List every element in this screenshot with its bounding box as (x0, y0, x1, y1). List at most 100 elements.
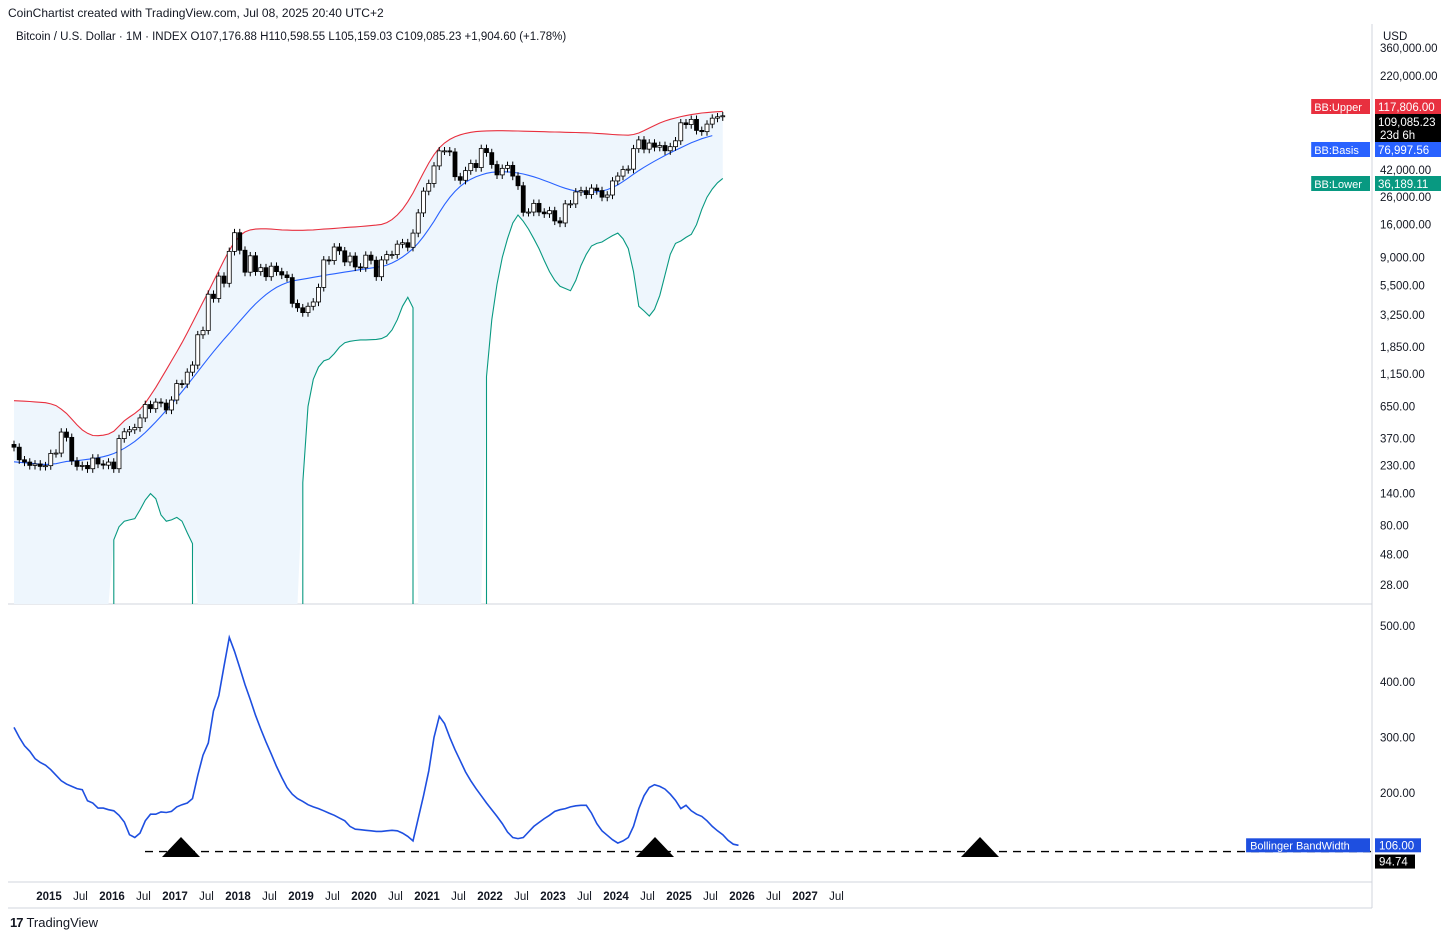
candle-up (463, 170, 468, 181)
indicator-name-badge (1311, 176, 1370, 191)
candle-down (279, 271, 285, 276)
candle-down (74, 460, 80, 467)
candle-up (578, 190, 584, 193)
candle-up (53, 452, 59, 455)
indicator-name-label: BB:Basis (1314, 145, 1359, 157)
candle-up (32, 463, 38, 466)
tradingview-logo[interactable]: 17 TradingView (10, 915, 98, 930)
price-axis-tick: 650.00 (1380, 401, 1415, 413)
candle-down (295, 302, 300, 309)
candle-down (457, 176, 463, 181)
candle-up (547, 210, 552, 215)
candle-down (452, 151, 458, 178)
candle-down (284, 274, 290, 278)
candle-up (58, 431, 64, 454)
price-axis-tick: 42,000.00 (1380, 165, 1431, 177)
candle-down (253, 255, 258, 273)
time-axis-tick: Jul (199, 891, 214, 903)
candle-down (557, 220, 563, 224)
candle-up (247, 255, 253, 273)
bar-countdown-label: 23d 6h (1380, 130, 1415, 142)
tradingview-logo-text: TradingView (26, 915, 99, 930)
candle-up (232, 232, 237, 252)
candle-up (604, 194, 610, 198)
candle-up (709, 117, 715, 125)
candle-down (652, 142, 657, 148)
price-value-badge (1375, 142, 1441, 157)
candle-up (363, 254, 369, 269)
time-axis-tick: Jul (514, 891, 529, 903)
time-axis-tick: 2026 (729, 891, 755, 903)
bandwidth-axis-tick: 500.00 (1380, 621, 1415, 633)
bottom-marker-triangle (961, 837, 999, 857)
time-axis-tick: 2017 (162, 891, 188, 903)
price-value-label: 117,806.00 (1378, 102, 1435, 114)
candle-up (127, 429, 132, 433)
candle-down (64, 431, 69, 438)
candle-down (368, 254, 374, 261)
candle-up (106, 461, 111, 466)
price-value-badge (1375, 114, 1441, 142)
indicator-name-badge (1311, 99, 1370, 114)
candle-down (163, 402, 169, 411)
time-axis-tick: Jul (766, 891, 781, 903)
candle-down (494, 164, 500, 176)
candle-up (704, 123, 710, 133)
candle-up (216, 275, 222, 299)
bandwidth-line (13, 634, 739, 847)
threshold-value-badge (1375, 854, 1415, 869)
candle-up (415, 212, 421, 234)
bandwidth-value-label: 106.00 (1379, 840, 1414, 852)
time-axis-tick: Jul (388, 891, 403, 903)
candle-up (116, 438, 122, 470)
candle-down (274, 265, 279, 273)
candle-down (599, 190, 605, 198)
candle-down (447, 150, 453, 153)
time-axis-tick: Jul (136, 891, 151, 903)
candle-down (342, 250, 348, 263)
candle-down (263, 267, 269, 278)
candle-up (90, 457, 96, 470)
candle-up (226, 250, 232, 284)
candle-up (169, 399, 174, 411)
candle-up (568, 203, 573, 206)
candles (11, 111, 726, 473)
price-axis-tick: 1,150.00 (1380, 369, 1425, 381)
candle-up (205, 293, 211, 331)
bandwidth-axis-tick: 300.00 (1380, 732, 1415, 744)
threshold-value-label: 94.74 (1379, 857, 1408, 869)
candle-up (720, 115, 726, 118)
time-axis-tick: 2024 (603, 891, 629, 903)
candle-up (310, 301, 316, 307)
bb-basis-line (13, 135, 713, 465)
candle-down (211, 293, 216, 299)
candle-down (16, 446, 22, 461)
candle-up (715, 116, 720, 119)
time-axis-tick: 2023 (540, 891, 566, 903)
candle-down (662, 145, 668, 152)
candle-down (11, 444, 17, 448)
bandwidth-value-badge (1375, 838, 1421, 853)
price-axis-tick: 3,250.00 (1380, 310, 1425, 322)
price-value-label: 76,997.56 (1378, 145, 1429, 157)
candle-down (536, 202, 542, 213)
candle-up (673, 140, 678, 148)
candle-up (657, 145, 663, 148)
time-axis-tick: 2015 (36, 891, 62, 903)
candle-up (499, 167, 505, 176)
candle-down (541, 211, 547, 215)
candle-down (111, 461, 117, 470)
time-axis-tick: Jul (451, 891, 466, 903)
candle-up (625, 168, 631, 171)
candle-up (478, 148, 484, 168)
candle-up (347, 255, 353, 263)
candle-up (153, 401, 159, 410)
candle-up (631, 148, 636, 170)
candle-up (268, 265, 274, 278)
candle-up (190, 364, 195, 373)
candle-up (678, 122, 684, 142)
indicator-name-badge (1311, 142, 1370, 157)
candle-up (531, 202, 537, 213)
price-value-badge (1375, 176, 1441, 191)
